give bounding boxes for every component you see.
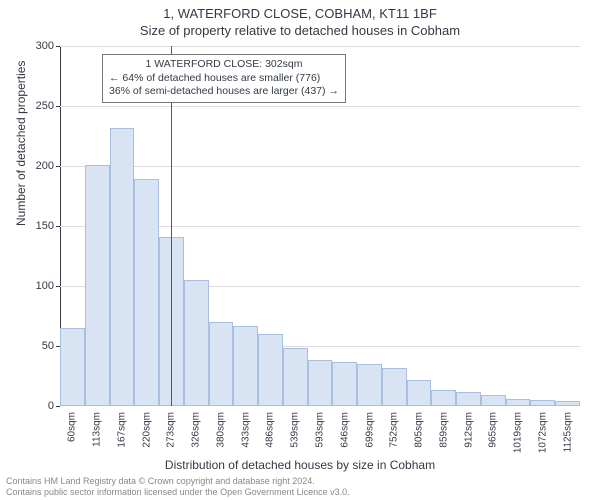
plot-area: 1 WATERFORD CLOSE: 302sqm← 64% of detach… — [60, 46, 580, 406]
histogram-bar — [357, 364, 382, 406]
xtick-label: 699sqm — [364, 412, 375, 448]
x-axis-label: Distribution of detached houses by size … — [0, 458, 600, 472]
xtick-label: 539sqm — [290, 412, 301, 448]
histogram-bar — [110, 128, 135, 406]
grid-line — [60, 46, 580, 47]
ytick-mark — [56, 286, 60, 287]
xtick-label: 859sqm — [438, 412, 449, 448]
xtick-label: 326sqm — [191, 412, 202, 448]
annotation-line: 36% of semi-detached houses are larger (… — [109, 85, 339, 99]
ytick-mark — [56, 226, 60, 227]
footer-attribution: Contains HM Land Registry data © Crown c… — [6, 476, 350, 498]
histogram-bar — [233, 326, 258, 406]
ytick-mark — [56, 106, 60, 107]
histogram-bar — [407, 380, 432, 406]
histogram-bar — [382, 368, 407, 406]
xtick-label: 486sqm — [265, 412, 276, 448]
ytick-mark — [56, 346, 60, 347]
xtick-label: 1072sqm — [537, 412, 548, 453]
histogram-bar — [134, 179, 159, 406]
annotation-line: ← 64% of detached houses are smaller (77… — [109, 72, 339, 86]
histogram-bar — [332, 362, 357, 406]
histogram-bar — [456, 392, 481, 406]
xtick-label: 805sqm — [414, 412, 425, 448]
xtick-label: 965sqm — [488, 412, 499, 448]
xtick-label: 273sqm — [166, 412, 177, 448]
footer-line-1: Contains HM Land Registry data © Crown c… — [6, 476, 350, 487]
xtick-label: 220sqm — [141, 412, 152, 448]
grid-line — [60, 166, 580, 167]
page-title-1: 1, WATERFORD CLOSE, COBHAM, KT11 1BF — [0, 0, 600, 21]
y-axis-label: Number of detached properties — [14, 61, 28, 226]
xtick-label: 593sqm — [315, 412, 326, 448]
histogram-bar — [283, 348, 308, 406]
xtick-label: 60sqm — [67, 412, 78, 442]
grid-line — [60, 106, 580, 107]
xtick-label: 752sqm — [389, 412, 400, 448]
histogram-bar — [184, 280, 209, 406]
xtick-label: 433sqm — [240, 412, 251, 448]
ytick-mark — [56, 166, 60, 167]
xtick-label: 1019sqm — [513, 412, 524, 453]
histogram-bar — [506, 399, 531, 406]
histogram-bar — [209, 322, 234, 406]
xtick-label: 167sqm — [116, 412, 127, 448]
ytick-mark — [56, 406, 60, 407]
histogram-bar — [308, 360, 333, 406]
annotation-line: 1 WATERFORD CLOSE: 302sqm — [109, 58, 339, 72]
histogram-bar — [555, 401, 580, 406]
xtick-label: 912sqm — [463, 412, 474, 448]
footer-line-2: Contains public sector information licen… — [6, 487, 350, 498]
xtick-label: 1125sqm — [562, 412, 573, 452]
histogram-bar — [258, 334, 283, 406]
histogram-bar — [530, 400, 555, 406]
xtick-label: 380sqm — [215, 412, 226, 448]
histogram-bar — [481, 395, 506, 406]
ytick-mark — [56, 46, 60, 47]
histogram-bar — [60, 328, 85, 406]
histogram-bar — [431, 390, 456, 406]
xtick-label: 113sqm — [92, 412, 103, 447]
page-title-2: Size of property relative to detached ho… — [0, 21, 600, 38]
annotation-box: 1 WATERFORD CLOSE: 302sqm← 64% of detach… — [102, 54, 346, 103]
xtick-label: 646sqm — [339, 412, 350, 448]
histogram-bar — [85, 165, 110, 406]
